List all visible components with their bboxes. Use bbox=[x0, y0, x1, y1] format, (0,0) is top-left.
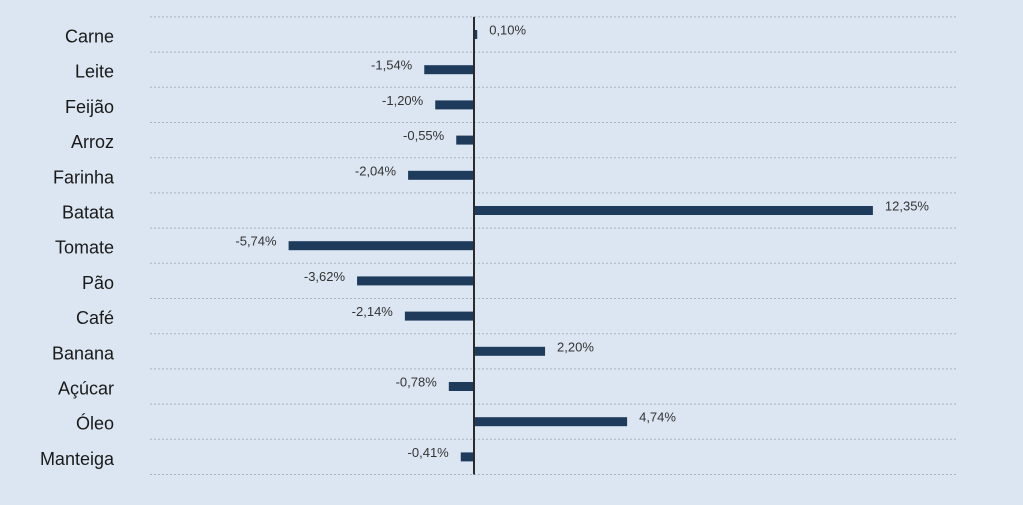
bar bbox=[408, 170, 474, 180]
bar bbox=[474, 417, 628, 427]
value-label: -5,74% bbox=[235, 234, 277, 249]
category-label: Banana bbox=[52, 343, 115, 363]
value-label: 12,35% bbox=[885, 199, 930, 214]
value-label: -1,20% bbox=[382, 93, 424, 108]
bar bbox=[474, 206, 873, 215]
value-label: -1,54% bbox=[371, 58, 413, 73]
category-label: Açúcar bbox=[58, 379, 114, 399]
value-label: 4,74% bbox=[639, 410, 676, 425]
category-label: Carne bbox=[65, 27, 114, 47]
category-label: Tomate bbox=[55, 238, 114, 258]
bars bbox=[288, 30, 873, 462]
bar bbox=[404, 311, 474, 321]
value-label: -2,04% bbox=[355, 163, 397, 178]
category-label: Pão bbox=[82, 273, 114, 293]
value-labels: 0,10% -1,54% -1,20% -0,55% -2,04% 12,35% -5,74… bbox=[235, 23, 929, 460]
value-label: -0,55% bbox=[403, 128, 445, 143]
category-label: Café bbox=[76, 308, 114, 328]
bar bbox=[474, 346, 546, 356]
bar bbox=[357, 276, 474, 286]
value-label: -0,78% bbox=[396, 375, 438, 390]
category-label: Manteiga bbox=[40, 449, 115, 469]
category-label: Óleo bbox=[76, 413, 114, 434]
category-label: Arroz bbox=[71, 132, 114, 152]
gridlines bbox=[150, 16, 958, 475]
bar bbox=[448, 382, 474, 391]
bar bbox=[474, 30, 478, 39]
bar bbox=[456, 135, 474, 145]
value-label: -2,14% bbox=[352, 304, 394, 319]
category-label: Farinha bbox=[53, 167, 115, 187]
bar bbox=[460, 452, 474, 462]
bar bbox=[288, 241, 474, 251]
category-label: Feijão bbox=[65, 97, 114, 117]
value-label: 2,20% bbox=[557, 339, 594, 354]
value-label: -0,41% bbox=[408, 445, 450, 460]
bar bbox=[424, 65, 474, 75]
category-label: Leite bbox=[75, 62, 114, 82]
category-labels: Carne Leite Feijão Arroz Farinha Batata Tomate… bbox=[40, 27, 115, 469]
value-label: -3,62% bbox=[304, 269, 346, 284]
category-label: Batata bbox=[62, 203, 115, 223]
bar bbox=[435, 100, 474, 110]
value-label: 0,10% bbox=[489, 23, 526, 38]
